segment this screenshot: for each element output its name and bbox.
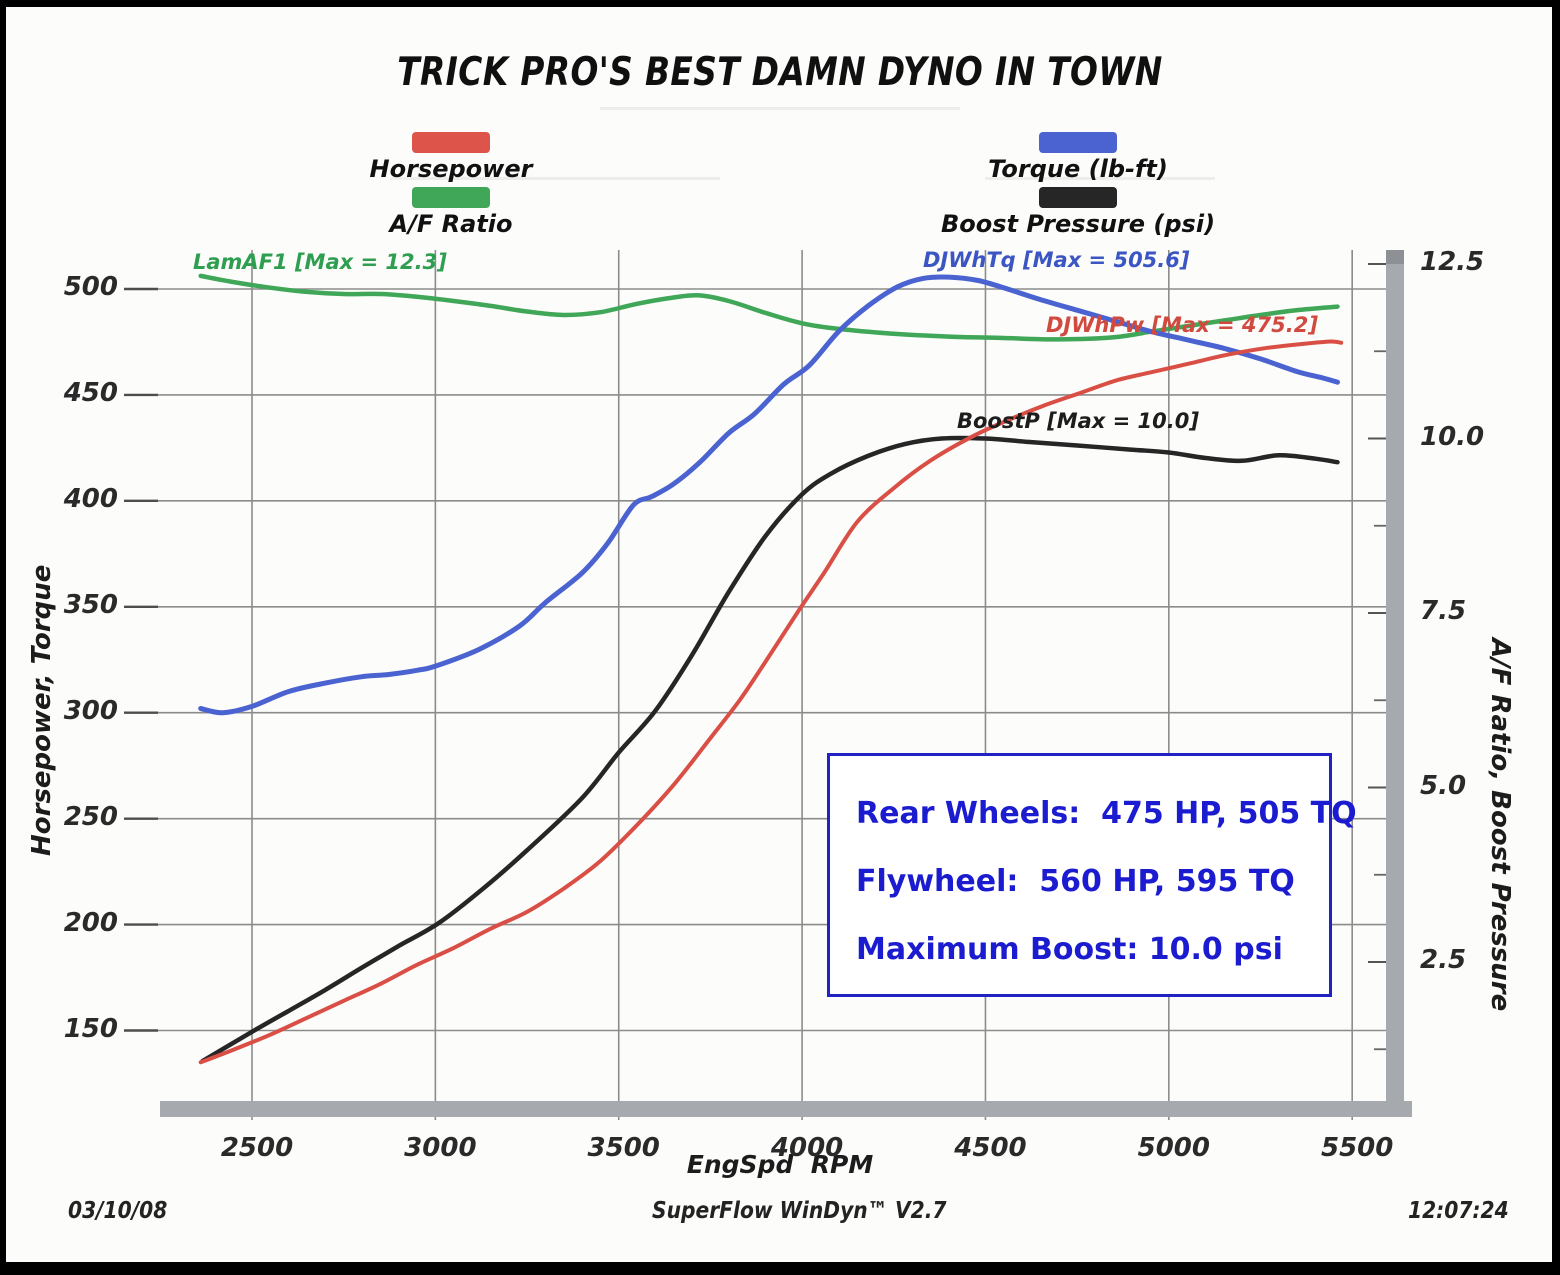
legend-label: Horsepower: [369, 155, 533, 183]
legend-label: A/F Ratio: [389, 210, 513, 238]
right-tick-label: 7.5: [1420, 596, 1467, 626]
x-tick-label: 5500: [1321, 1133, 1394, 1163]
scan-artifact: [985, 177, 1215, 180]
right-axis-bar: [1386, 250, 1404, 1107]
left-tick-label: 350: [63, 589, 118, 620]
boostp-curve-label: BoostP [Max = 10.0]: [957, 409, 1199, 433]
right-tick-label: 5.0: [1420, 770, 1467, 801]
boostp-curve: [200, 435, 1340, 1064]
legend-item-horsepower: Horsepower: [311, 132, 591, 183]
left-tick-label: 500: [63, 272, 118, 302]
right-tick-label: 12.5: [1420, 247, 1485, 277]
djwhtq-curve-label: DJWhTq [Max = 505.6]: [923, 248, 1190, 272]
scan-border-right: [1552, 0, 1560, 1275]
legend-item-torque: Torque (lb-ft): [938, 132, 1218, 183]
x-tick-label: 4500: [954, 1133, 1027, 1163]
left-tick-label: 300: [63, 695, 118, 726]
horsepower-swatch: [412, 132, 490, 153]
scan-artifact: [600, 107, 960, 110]
footer-date: 03/10/08: [68, 1198, 168, 1224]
legend-item-af-ratio: A/F Ratio: [311, 187, 591, 238]
footer: 03/10/08 SuperFlow WinDyn™ V2.7 12:07:24: [0, 1198, 1560, 1238]
results-summary-box: Rear Wheels: 475 HP, 505 TQ Flywheel: 56…: [827, 753, 1357, 997]
legend-item-boost: Boost Pressure (psi): [938, 187, 1218, 238]
footer-software: SuperFlow WinDyn™ V2.7: [652, 1198, 947, 1224]
x-tick-label: 3500: [587, 1133, 660, 1163]
legend-label: Boost Pressure (psi): [940, 210, 1216, 238]
scan-artifact: [390, 177, 720, 180]
legend-label: Torque (lb-ft): [988, 155, 1168, 183]
x-tick-label: 4000: [770, 1133, 844, 1163]
djwhtq-curve: [198, 274, 1340, 716]
right-axis-bar-cap: [1386, 250, 1404, 264]
right-tick-label: 2.5: [1420, 945, 1467, 975]
left-tick-label: 250: [63, 801, 118, 832]
scan-border-left: [0, 0, 6, 1275]
x-tick-label: 2500: [220, 1133, 294, 1163]
left-tick-label: 400: [63, 483, 118, 514]
right-tick-label: 10.0: [1420, 421, 1485, 452]
left-tick-label: 150: [63, 1013, 118, 1044]
x-tick-label: 5000: [1137, 1133, 1210, 1163]
page-title: TRICK PRO'S BEST DAMN DYNO IN TOWN: [397, 50, 1163, 95]
scan-border-bottom: [0, 1262, 1560, 1275]
lamaf1-curve-label: LamAF1 [Max = 12.3]: [193, 250, 447, 274]
flywheel-result: Flywheel: 560 HP, 595 TQ: [856, 864, 1295, 899]
x-tick-label: 3000: [404, 1133, 477, 1163]
djwhpw-curve-label: DJWhPw [Max = 475.2]: [1046, 313, 1318, 337]
left-tick-label: 450: [63, 377, 118, 408]
max-boost-result: Maximum Boost: 10.0 psi: [856, 932, 1283, 967]
x-axis-title: EngSpd RPM: [686, 1150, 874, 1179]
boost-swatch: [1039, 187, 1117, 208]
footer-time: 12:07:24: [1408, 1198, 1509, 1224]
x-axis-bar: [160, 1101, 1412, 1117]
rear-wheels-result: Rear Wheels: 475 HP, 505 TQ: [856, 796, 1357, 831]
left-tick-label: 200: [63, 907, 118, 938]
djwhpw-curve: [198, 339, 1344, 1065]
torque-swatch: [1039, 132, 1117, 153]
right-axis-title: A/F Ratio, Boost Pressure: [1485, 638, 1515, 1012]
af-ratio-swatch: [412, 187, 490, 208]
scan-border-top: [0, 0, 1560, 7]
